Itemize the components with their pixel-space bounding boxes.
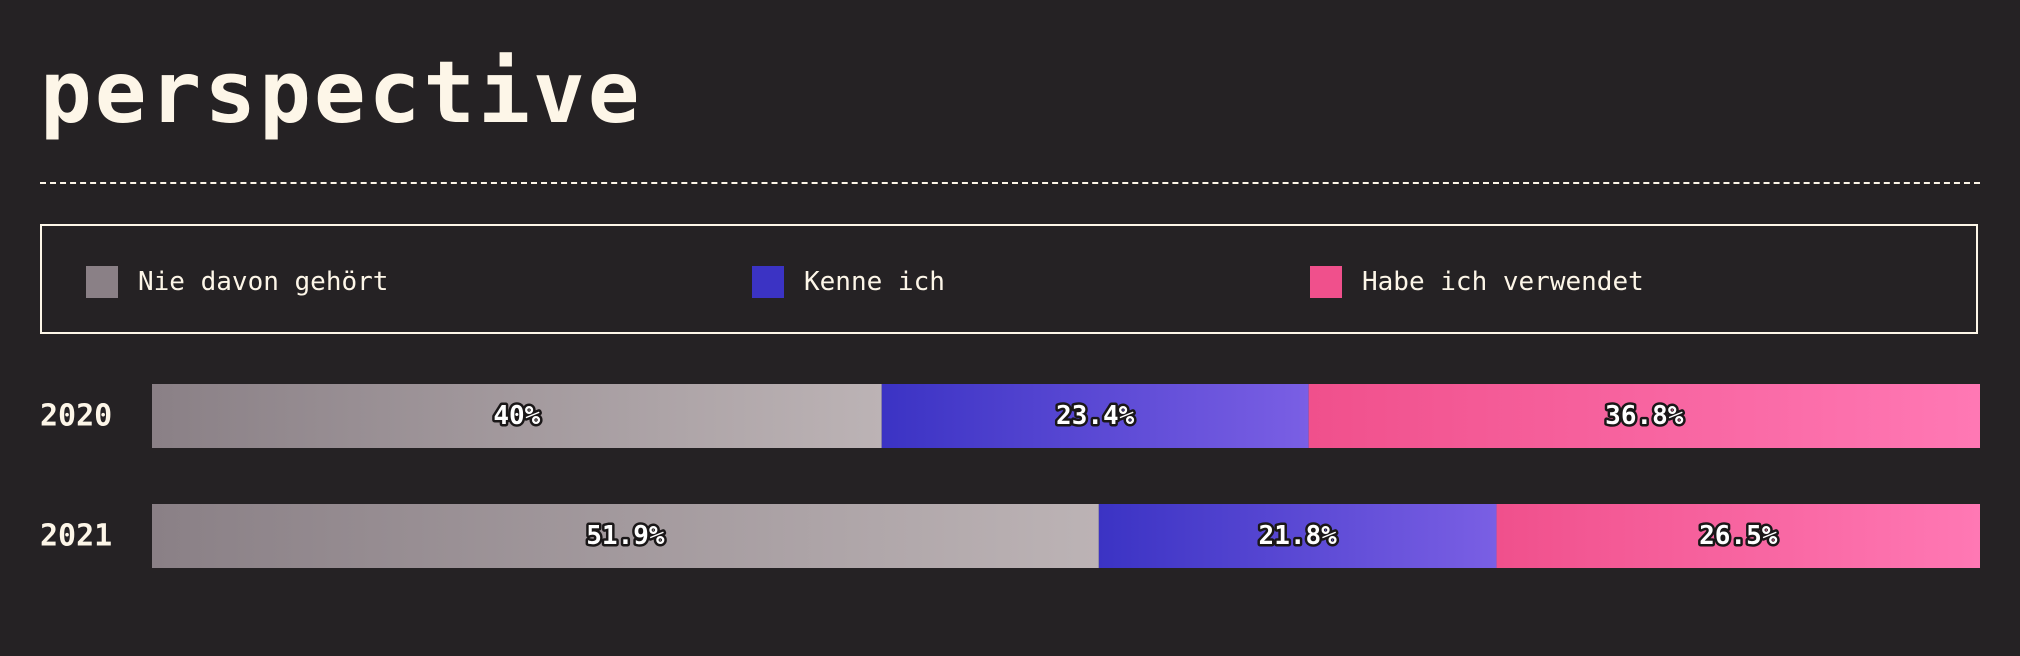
- bar-2020-habe-ich-verwendet[interactable]: [1308, 384, 1980, 448]
- legend-swatch-nie-davon-gehoert: [86, 266, 118, 298]
- legend-label-nie-davon-gehoert: Nie davon gehört: [138, 267, 389, 297]
- bar-2021-nie-davon-gehoert[interactable]: [152, 504, 1099, 568]
- value-label-2021-habe-ich-verwendet: 26.5%: [1699, 521, 1778, 551]
- legend-swatch-kenne-ich: [752, 266, 784, 298]
- bar-2020-nie-davon-gehoert[interactable]: [152, 384, 882, 448]
- value-label-2020-habe-ich-verwendet: 36.8%: [1605, 401, 1684, 431]
- value-label-2020-nie-davon-gehoert: 40%: [493, 401, 540, 431]
- year-label-2021: 2021: [40, 519, 112, 554]
- legend-item-habe-ich-verwendet[interactable]: Habe ich verwendet: [1310, 266, 1644, 298]
- value-label-2021-kenne-ich: 21.8%: [1259, 521, 1338, 551]
- year-label-2020: 2020: [40, 399, 112, 434]
- legend-label-kenne-ich: Kenne ich: [804, 267, 945, 297]
- legend: Nie davon gehört Kenne ich Habe ich verw…: [40, 224, 1978, 334]
- bar-2021-kenne-ich[interactable]: [1098, 504, 1497, 568]
- legend-item-kenne-ich[interactable]: Kenne ich: [752, 266, 945, 298]
- value-label-2020-kenne-ich: 23.4%: [1056, 401, 1135, 431]
- value-label-2021-nie-davon-gehoert: 51.9%: [586, 521, 665, 551]
- chart-title: perspective: [40, 43, 643, 143]
- legend-swatch-habe-ich-verwendet: [1310, 266, 1342, 298]
- title-divider: [40, 182, 1980, 184]
- legend-label-habe-ich-verwendet: Habe ich verwendet: [1362, 267, 1644, 297]
- legend-item-nie-davon-gehoert[interactable]: Nie davon gehört: [86, 266, 388, 298]
- bar-2020-kenne-ich[interactable]: [881, 384, 1309, 448]
- bar-2021-habe-ich-verwendet[interactable]: [1496, 504, 1980, 568]
